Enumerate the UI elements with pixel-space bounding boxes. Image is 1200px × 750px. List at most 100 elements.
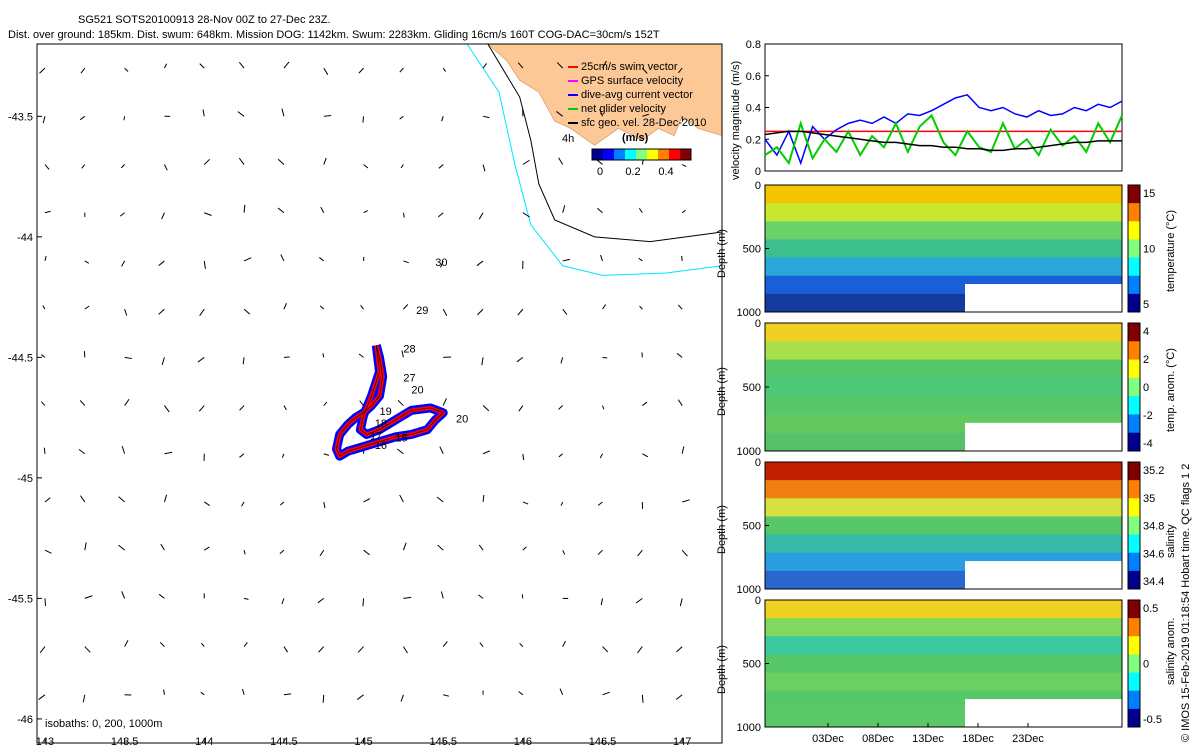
current-arrow <box>204 212 212 216</box>
current-arrow <box>597 207 603 214</box>
current-arrow <box>357 646 364 653</box>
velocity-ytick-label: 0 <box>755 166 761 178</box>
current-arrow <box>363 164 369 169</box>
current-arrow <box>164 405 170 413</box>
current-arrow <box>637 646 643 654</box>
current-arrow <box>556 111 564 117</box>
depth-tick-label: 0 <box>755 595 761 607</box>
current-arrow <box>318 646 325 653</box>
current-arrow <box>118 544 125 551</box>
heatmap-band <box>765 203 1122 222</box>
velocity-ylabel: velocity magnitude (m/s) <box>730 60 742 180</box>
current-arrow <box>522 453 525 461</box>
current-arrow <box>241 688 245 695</box>
current-arrow <box>477 308 484 316</box>
current-arrow <box>517 62 524 69</box>
depth-tick-label: 1000 <box>737 722 761 734</box>
legend-label-sfc: sfc geo. vel. 28-Dec-2010 <box>581 117 707 129</box>
depth-tick-label: 500 <box>743 244 761 256</box>
temperature-cbar-label: temperature (°C) <box>1165 209 1177 292</box>
current-arrow <box>44 255 47 262</box>
day-label: 27 <box>403 372 415 384</box>
depth-tick-label: 0 <box>755 457 761 469</box>
colorbar-tick: 0.4 <box>658 166 673 178</box>
current-arrow <box>44 164 50 170</box>
heatmap-band <box>765 618 1122 637</box>
tasmania-land <box>486 43 723 146</box>
cbar-cell <box>1128 185 1140 204</box>
day-label: 20 <box>456 413 468 425</box>
current-arrow <box>681 164 687 168</box>
legend-swatch-net <box>568 108 578 111</box>
cbar-cell <box>1128 203 1140 222</box>
colorbar-cell <box>669 149 680 160</box>
current-arrow <box>200 691 205 696</box>
current-arrow <box>283 405 287 411</box>
current-arrow <box>159 641 165 647</box>
day-label: 29 <box>416 305 428 317</box>
cbar-cell <box>1128 498 1140 517</box>
cbar-cell <box>1128 293 1140 313</box>
current-arrow <box>402 212 405 218</box>
current-arrow <box>679 598 683 607</box>
cbar-cell <box>1128 516 1140 536</box>
current-arrow <box>160 543 165 551</box>
current-arrow <box>283 303 287 310</box>
cbar-tick-label: -4 <box>1143 438 1153 450</box>
legend-swatch-gps <box>568 80 578 83</box>
current-arrow <box>40 401 46 406</box>
cbar-tick-label: 2 <box>1143 354 1149 366</box>
current-arrow <box>80 495 86 503</box>
cbar-tick-label: 0 <box>1143 659 1149 671</box>
current-arrow <box>238 157 245 165</box>
current-arrow <box>38 694 46 700</box>
legend-label-swim: 25cm/s swim vector <box>581 61 678 73</box>
current-arrow <box>442 67 447 72</box>
cbar-cell <box>1128 377 1140 397</box>
current-arrow <box>637 549 643 557</box>
current-arrow <box>203 501 211 507</box>
current-arrow <box>44 549 52 554</box>
heatmap-band <box>765 377 1122 397</box>
current-arrow <box>356 694 364 700</box>
cbar-tick-label: 10 <box>1143 244 1155 256</box>
current-arrow <box>121 591 126 599</box>
current-arrow <box>681 549 688 557</box>
current-arrow <box>482 450 491 455</box>
current-arrow <box>84 595 93 599</box>
current-arrow <box>560 501 564 506</box>
heatmap-band <box>765 498 1122 517</box>
map-ytick-label: -45 <box>17 473 33 485</box>
current-arrow <box>120 164 125 169</box>
current-arrow <box>482 164 486 172</box>
current-arrow <box>238 62 245 69</box>
current-arrow <box>482 63 487 69</box>
current-arrow <box>441 116 444 122</box>
cbar-cell <box>1128 396 1140 415</box>
current-arrow <box>197 356 205 363</box>
current-arrow <box>442 641 448 647</box>
legend-entry-sfc-geo: sfc geo. vel. 28-Dec-2010 <box>568 116 706 130</box>
current-arrow <box>243 550 246 555</box>
temp-anom-ylabel: Depth (m) <box>716 367 728 416</box>
current-arrow <box>518 405 524 412</box>
current-arrow <box>440 260 444 268</box>
current-arrow <box>84 260 90 264</box>
current-arrow <box>478 212 484 220</box>
cbar-frame <box>1127 461 1141 590</box>
current-arrow <box>203 260 206 269</box>
map-xtick-label: 147 <box>673 736 691 748</box>
velocity-axes <box>764 43 1123 172</box>
map-xtick-label: 146.5 <box>589 736 617 748</box>
cbar-tick-label: 34.8 <box>1143 521 1164 533</box>
current-arrow <box>124 356 132 360</box>
current-arrow <box>43 447 46 454</box>
current-arrow <box>319 257 325 262</box>
current-arrow <box>522 159 530 165</box>
current-arrow <box>124 67 129 72</box>
current-arrow <box>438 164 444 169</box>
heatmap-panel-4 <box>764 461 1141 590</box>
current-arrow <box>84 305 90 310</box>
heatmap-band <box>765 221 1122 240</box>
cbar-tick-label: -0.5 <box>1143 714 1162 726</box>
